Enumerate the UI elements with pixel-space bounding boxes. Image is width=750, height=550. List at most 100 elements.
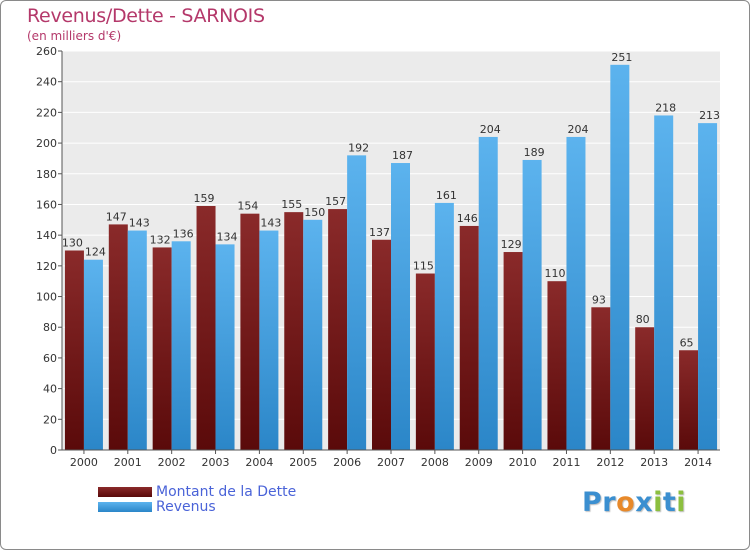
y-tick-label: 260 [36,45,57,58]
logo-letter: t [662,487,677,518]
logo-letter: r [602,487,617,518]
debt-value-label: 129 [501,238,522,251]
debt-bar [284,212,304,450]
y-tick-label: 220 [36,106,57,119]
debt-bar [196,205,216,450]
revenue-value-label: 143 [260,217,281,230]
y-tick-label: 60 [43,352,57,365]
revenue-value-label: 187 [392,149,413,162]
legend-label-revenue: Revenus [156,498,216,515]
y-tick-label: 20 [43,413,57,426]
revenue-bar [171,241,191,450]
debt-value-label: 93 [592,293,606,306]
revenue-value-label: 150 [304,206,325,219]
revenue-value-label: 189 [524,146,545,159]
debt-value-label: 110 [544,267,565,280]
debt-value-label: 146 [457,212,478,225]
x-tick-label: 2012 [596,456,624,469]
x-tick-label: 2008 [421,456,449,469]
debt-value-label: 115 [413,260,434,273]
legend-item-revenue: Revenus [98,498,296,515]
debt-bar [415,273,435,450]
y-tick-label: 80 [43,321,57,334]
y-tick-label: 180 [36,168,57,181]
x-tick-label: 2001 [114,456,142,469]
x-tick-label: 2009 [465,456,493,469]
revenue-value-label: 124 [85,246,106,259]
legend-swatch-revenue [98,501,152,512]
revenue-bar [698,123,718,450]
legend-item-debt: Montant de la Dette [98,483,297,500]
revenue-bar [654,115,674,450]
revenue-value-label: 204 [567,123,588,136]
y-tick-label: 40 [43,383,57,396]
revenue-bar [610,64,630,451]
revenue-bar [434,202,454,450]
logo-letter: i [653,487,663,518]
x-tick-label: 2002 [158,456,186,469]
y-tick-label: 240 [36,76,57,89]
debt-bar [635,327,655,450]
revenue-bar [391,163,410,450]
debt-bar [503,252,523,450]
revenue-value-label: 218 [655,101,676,114]
debt-value-label: 132 [150,233,171,246]
revenue-bar [127,230,147,450]
x-tick-label: 2013 [640,456,668,469]
legend: Montant de la Dette Revenus [98,483,297,515]
debt-value-label: 130 [62,237,83,250]
x-tick-label: 2007 [377,456,405,469]
revenue-value-label: 161 [436,189,457,202]
debt-value-label: 159 [194,192,215,205]
revenue-value-label: 204 [480,123,501,136]
revenue-value-label: 143 [129,217,150,230]
debt-value-label: 154 [237,200,258,213]
x-tick-label: 2000 [70,456,98,469]
x-tick-label: 2004 [245,456,273,469]
revenue-bar [303,219,323,450]
x-tick-label: 2006 [333,456,361,469]
debt-bar [108,224,128,450]
revenue-value-label: 134 [217,230,238,243]
y-tick-label: 120 [36,260,57,273]
proxiti-logo: Proxiti [582,487,686,518]
debt-bar [240,213,260,450]
y-tick-label: 200 [36,137,57,150]
legend-label-debt: Montant de la Dette [156,483,297,500]
revenue-value-label: 192 [348,141,369,154]
x-tick-label: 2003 [202,456,230,469]
revenue-bar [83,259,103,450]
logo-letter: o [616,487,636,518]
revenue-bar [522,159,542,450]
revenue-bar [566,136,586,450]
revenue-value-label: 251 [611,51,632,64]
x-tick-label: 2014 [684,456,712,469]
y-tick-label: 160 [36,198,57,211]
chart-title: Revenus/Dette - SARNOIS [27,5,265,27]
x-tick-label: 2005 [289,456,317,469]
revenue-bar [215,244,235,450]
debt-bar [459,225,479,450]
revenue-value-label: 213 [699,109,720,122]
debt-bar [328,209,348,450]
debt-bar [547,281,567,450]
y-tick-label: 100 [36,291,57,304]
debt-value-label: 147 [106,210,127,223]
debt-value-label: 65 [680,336,694,349]
revenue-value-label: 136 [173,227,194,240]
debt-value-label: 137 [369,226,390,239]
debt-bar [591,307,611,450]
logo-letter: i [676,487,687,518]
x-tick-label: 2011 [552,456,580,469]
revenue-bar [259,230,279,450]
revenue-bar [347,155,367,450]
debt-bar [372,239,391,450]
debt-value-label: 155 [281,198,302,211]
debt-bar [152,247,172,450]
debt-value-label: 80 [636,313,650,326]
x-tick-label: 2010 [509,456,537,469]
logo-letter: P [582,487,603,518]
y-tick-label: 140 [36,229,57,242]
debt-bar [679,350,699,450]
